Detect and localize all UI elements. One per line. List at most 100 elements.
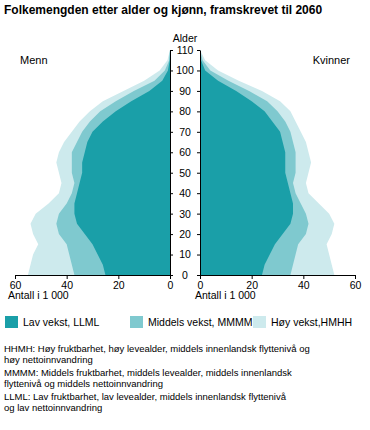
tick-mark <box>197 255 200 256</box>
tick: 50 <box>179 167 200 179</box>
tick: 100 <box>176 64 200 76</box>
legend: Lav vekst, LLML Middels vekst, MMMM Høy ve… <box>5 316 352 328</box>
tick-mark <box>197 234 200 235</box>
tick-mark <box>118 275 119 279</box>
tick-mark <box>67 275 68 279</box>
tick-mark <box>197 214 200 215</box>
tick: 80 <box>179 105 200 117</box>
tick-mark <box>197 50 200 51</box>
tick: 90 <box>179 85 200 97</box>
area <box>74 50 170 275</box>
tick-mark <box>197 132 200 133</box>
tick-mark <box>170 173 173 174</box>
tick-mark <box>170 193 173 194</box>
tick-mark <box>170 214 173 215</box>
tick: 20 <box>113 275 125 291</box>
tick-mark <box>170 70 173 71</box>
legend-swatch <box>130 316 143 328</box>
tick: 60 <box>179 146 200 158</box>
tick <box>170 193 173 194</box>
area <box>200 50 309 275</box>
tick-label: 40 <box>179 187 191 199</box>
tick-mark <box>197 111 200 112</box>
tick-label: 30 <box>179 207 191 219</box>
tick-label: 40 <box>298 279 310 291</box>
y-axis <box>170 51 173 276</box>
legend-swatch <box>253 316 266 328</box>
tick <box>170 70 173 71</box>
note: HHMH: Høy fruktbarhet, høy levealder, mi… <box>4 343 310 354</box>
tick-label: 110 <box>177 44 194 56</box>
tick-mark <box>355 275 356 279</box>
axis-line <box>200 51 201 276</box>
tick-mark <box>15 275 16 279</box>
axis-line <box>170 51 171 276</box>
axis-title: Antall i 1 000 <box>8 289 69 301</box>
legend-label: Lav vekst, LLML <box>23 316 100 328</box>
tick <box>170 111 173 112</box>
tick-mark <box>197 91 200 92</box>
tick <box>170 91 173 92</box>
tick-mark <box>197 152 200 153</box>
tick-label: 20 <box>113 279 125 291</box>
tick-mark <box>170 132 173 133</box>
axis-line <box>201 275 356 276</box>
tick-mark <box>197 275 200 276</box>
tick-label: 0 <box>182 269 188 281</box>
tick: 0 <box>168 275 174 291</box>
legend-label: Middels vekst, MMMM <box>148 316 252 328</box>
tick-mark <box>197 173 200 174</box>
tick: 20 <box>179 228 200 240</box>
tick-label: 60 <box>350 279 362 291</box>
tick-label: 100 <box>176 64 194 76</box>
note: høy nettoinnvandring <box>4 354 93 365</box>
tick: 70 <box>179 126 200 138</box>
y-axis: 0 10 20 30 40 50 60 70 80 90 100 110 <box>176 44 200 281</box>
tick <box>170 275 173 276</box>
tick-label: 70 <box>179 126 191 138</box>
tick <box>170 173 173 174</box>
note: LLML: Lav fruktbarhet, lav levealder, mi… <box>4 391 287 402</box>
tick-label: 10 <box>179 248 191 260</box>
legend-label: Høy vekst,HMHH <box>271 316 352 328</box>
tick-mark <box>170 50 173 51</box>
title: Folkemengden etter alder og kjønn, frams… <box>4 3 322 17</box>
area <box>56 50 170 275</box>
tick <box>170 214 173 215</box>
area <box>28 50 170 275</box>
tick-label: 20 <box>179 228 191 240</box>
axis-line <box>16 275 171 276</box>
tick-mark <box>170 111 173 112</box>
tick-mark <box>170 275 173 276</box>
tick: 40 <box>298 275 310 291</box>
tick-mark <box>197 193 200 194</box>
axis-title: Alder <box>173 32 198 44</box>
tick-mark <box>252 275 253 279</box>
tick: 0 <box>182 269 200 281</box>
tick-label: 60 <box>179 146 191 158</box>
tick <box>170 152 173 153</box>
tick-mark <box>197 70 200 71</box>
note: MMMM: Middels fruktbarhet, middels levea… <box>4 367 292 378</box>
plot-area <box>28 50 170 275</box>
tick <box>170 234 173 235</box>
tick: 40 <box>179 187 200 199</box>
note: flyttenivå og middels nettoinnvandring <box>4 378 163 389</box>
tick-label: 50 <box>179 167 191 179</box>
note: og lav nettoinnvandring <box>4 402 102 413</box>
tick-mark <box>170 255 173 256</box>
side-label: Menn <box>20 54 48 66</box>
side-label: Kvinner <box>313 54 351 66</box>
tick-mark <box>200 275 201 279</box>
area <box>200 50 334 275</box>
area <box>200 50 293 275</box>
tick <box>170 50 173 51</box>
plot-area <box>200 50 334 275</box>
tick-label: 90 <box>179 85 191 97</box>
tick-label: 80 <box>179 105 191 117</box>
tick: 10 <box>179 248 200 260</box>
tick-mark <box>170 91 173 92</box>
tick: 60 <box>350 275 362 291</box>
tick: 110 <box>177 44 200 56</box>
tick-mark <box>170 152 173 153</box>
